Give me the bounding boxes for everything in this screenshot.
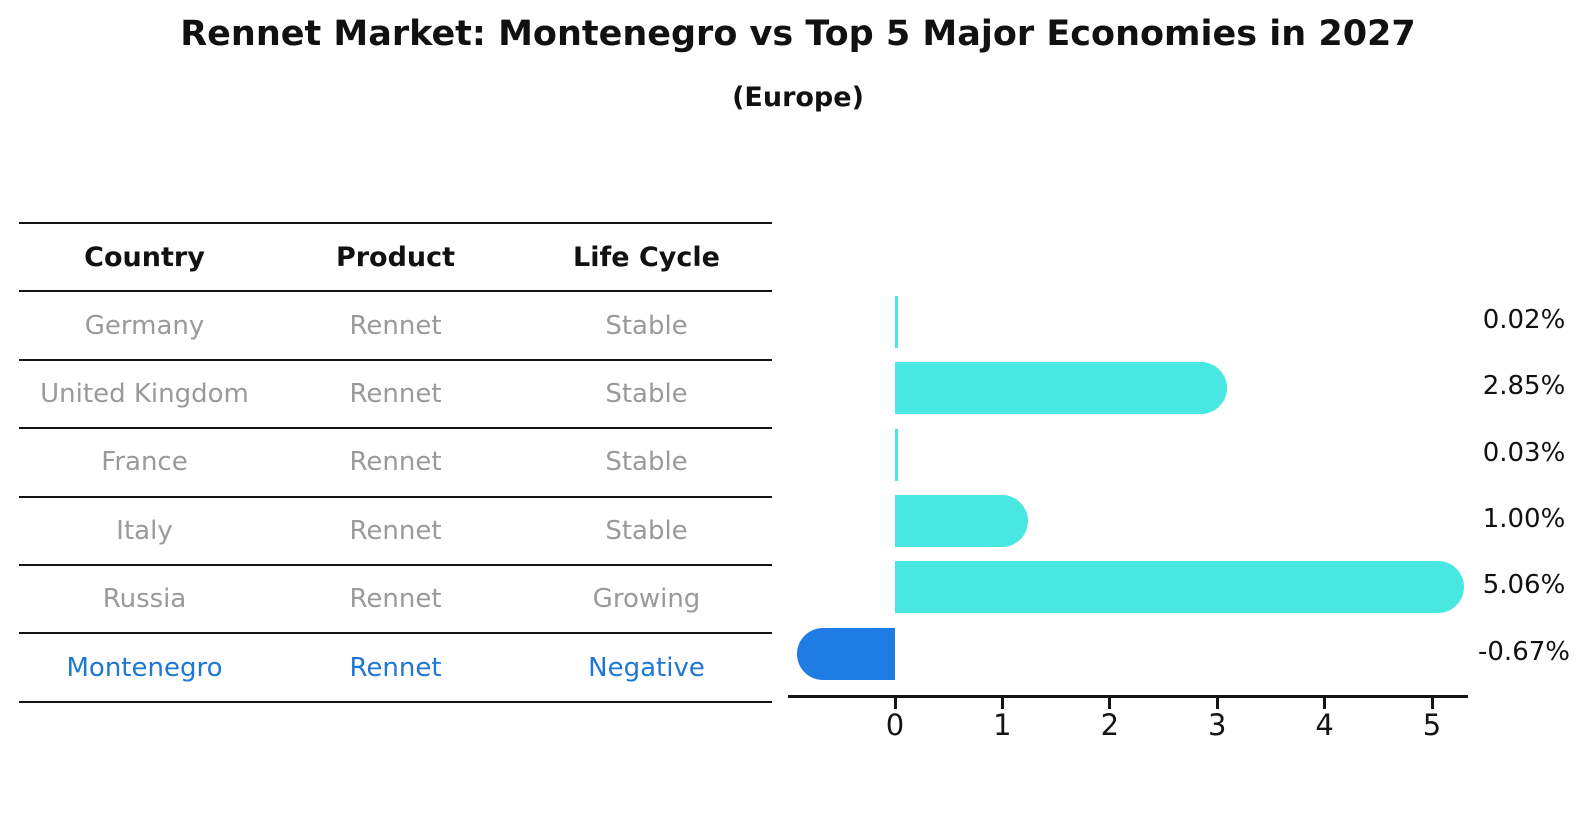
country-table: Country Product Life Cycle Germany Rennet Sta… (19, 222, 772, 703)
bar (895, 362, 1228, 415)
value-label: 0.02% (1482, 305, 1566, 335)
bar (797, 627, 895, 680)
cell-country: United Kingdom (40, 378, 249, 409)
cell-lifecycle: Growing (592, 584, 701, 615)
chart-subtitle: (Europe) (732, 82, 864, 113)
table-row: United Kingdom Rennet Stable (19, 358, 772, 427)
cell-country: Italy (116, 515, 173, 546)
x-tick-label: 1 (993, 708, 1012, 742)
x-tick-label: 3 (1207, 708, 1227, 742)
x-tick-label: 4 (1315, 708, 1334, 742)
table-row: France Rennet Stable (19, 427, 772, 495)
x-tick (1000, 698, 1004, 709)
cell-lifecycle: Stable (605, 378, 688, 409)
value-label: 1.00% (1482, 503, 1566, 534)
cell-country: Montenegro (66, 652, 223, 683)
x-tick-label: 0 (885, 708, 905, 742)
value-label: -0.67% (1478, 636, 1570, 667)
x-tick (1108, 698, 1112, 709)
cell-product: Rennet (349, 584, 442, 615)
cell-product: Rennet (349, 515, 442, 546)
column-header: Product (335, 241, 456, 273)
x-tick (1430, 698, 1434, 709)
cell-country: Russia (102, 584, 187, 615)
bar (895, 561, 1465, 614)
x-tick-label: 2 (1100, 708, 1120, 742)
value-label: 2.85% (1482, 371, 1566, 402)
bar (895, 494, 1029, 547)
value-label: 0.03% (1482, 437, 1566, 468)
x-tick (893, 698, 897, 709)
cell-product: Rennet (349, 652, 442, 683)
cell-lifecycle: Negative (588, 652, 705, 683)
value-label: 5.06% (1482, 570, 1566, 601)
cell-lifecycle: Stable (605, 310, 688, 341)
cell-lifecycle: Stable (605, 447, 688, 478)
table-row: Russia Rennet Growing (19, 563, 772, 632)
column-header: Country (84, 241, 205, 273)
x-axis-line (788, 695, 1468, 698)
cell-country: Germany (84, 310, 205, 341)
bar (895, 428, 899, 481)
x-tick (1215, 698, 1219, 709)
x-tick (1323, 698, 1327, 709)
column-header: Life Cycle (573, 241, 720, 273)
cell-product: Rennet (349, 447, 442, 478)
cell-product: Rennet (349, 378, 442, 409)
table-header-row: Country Product Life Cycle (19, 222, 772, 290)
table-row: Italy Rennet Stable (19, 495, 772, 564)
cell-lifecycle: Stable (605, 515, 688, 546)
table-row: Germany Rennet Stable (19, 290, 772, 358)
x-tick-label: 5 (1422, 708, 1442, 742)
table-row: Montenegro Rennet Negative (19, 632, 772, 700)
cell-product: Rennet (349, 310, 442, 341)
cell-country: France (101, 447, 188, 478)
chart-title: Rennet Market: Montenegro vs Top 5 Major… (180, 14, 1416, 54)
bar (895, 296, 898, 348)
